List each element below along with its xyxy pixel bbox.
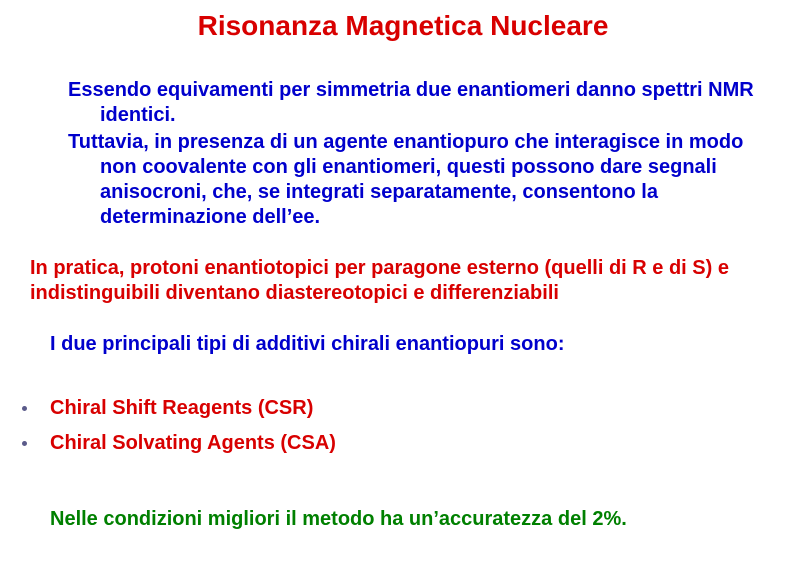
list-item-label: Chiral Shift Reagents (CSR) [50, 397, 313, 419]
spacer [0, 306, 806, 332]
slide-title: Risonanza Magnetica Nucleare [0, 10, 806, 42]
spacer [0, 357, 806, 397]
bullet-dot-icon [22, 406, 27, 411]
spacer [0, 60, 806, 78]
paragraph-accuracy: Nelle condizioni migliori il metodo ha u… [50, 507, 776, 532]
paragraph-intro-1: Essendo equivamenti per simmetria due en… [50, 78, 776, 128]
paragraph-additives-intro: I due principali tipi di additivi chiral… [50, 332, 776, 357]
spacer [0, 230, 806, 256]
slide: Risonanza Magnetica Nucleare Essendo equ… [0, 10, 806, 577]
list-item-label: Chiral Solvating Agents (CSA) [50, 432, 336, 454]
bullet-list: Chiral Shift Reagents (CSR) Chiral Solva… [0, 397, 806, 455]
list-item: Chiral Shift Reagents (CSR) [0, 397, 806, 420]
paragraph-intro-2: Tuttavia, in presenza di un agente enant… [50, 130, 776, 230]
list-item: Chiral Solvating Agents (CSA) [0, 432, 806, 455]
paragraph-note: In pratica, protoni enantiotopici per pa… [30, 256, 786, 306]
spacer [0, 467, 806, 507]
bullet-dot-icon [22, 441, 27, 446]
